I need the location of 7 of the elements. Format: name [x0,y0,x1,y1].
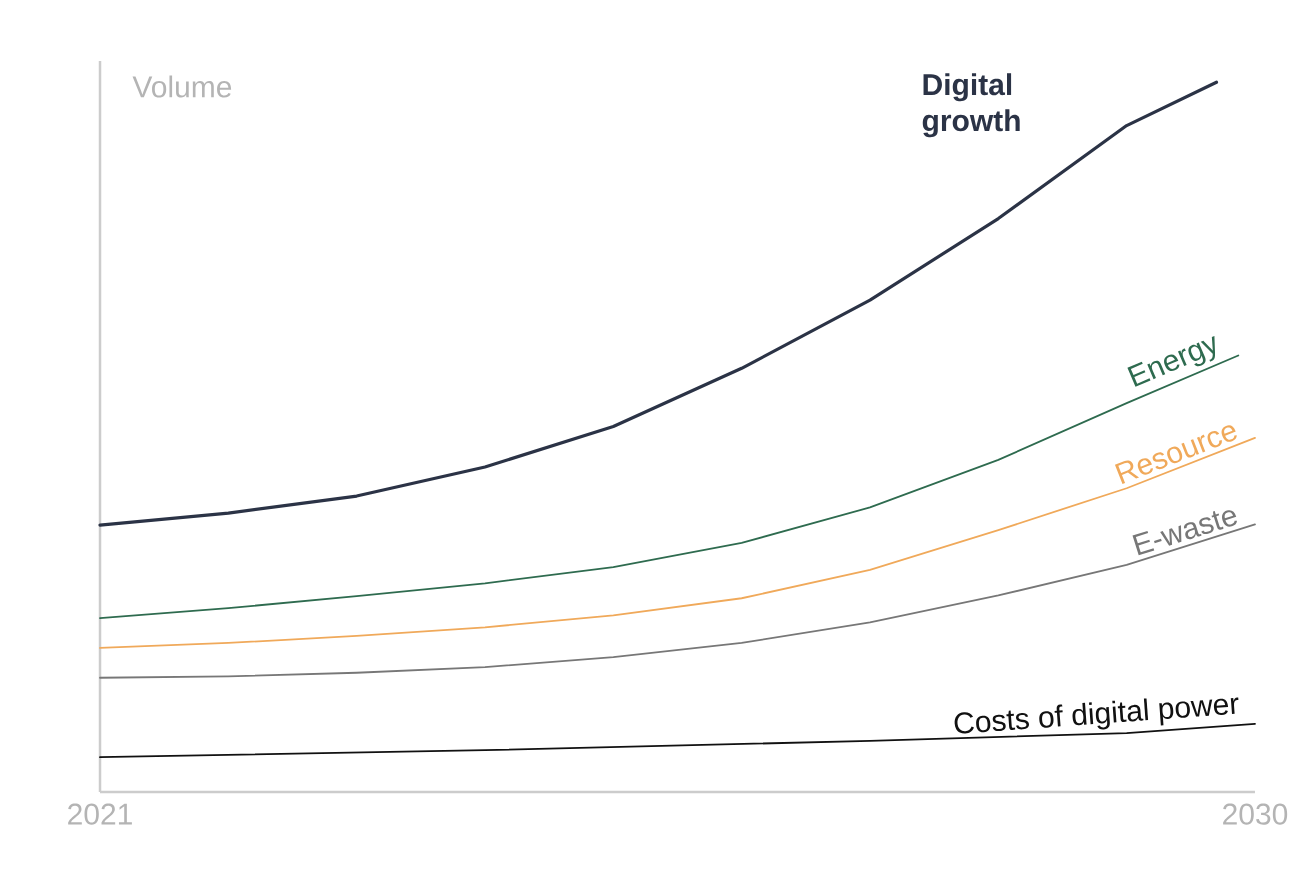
y-axis-title: Volume [132,75,232,98]
series-label: Digital growth [922,73,1020,138]
x-tick-label: 2021 [68,803,132,825]
series-label: Costs of digital power [954,697,1239,734]
x-tick-label: 2030 [1223,803,1288,825]
text: Energy [1127,336,1216,387]
text: E-waste [1132,510,1238,556]
